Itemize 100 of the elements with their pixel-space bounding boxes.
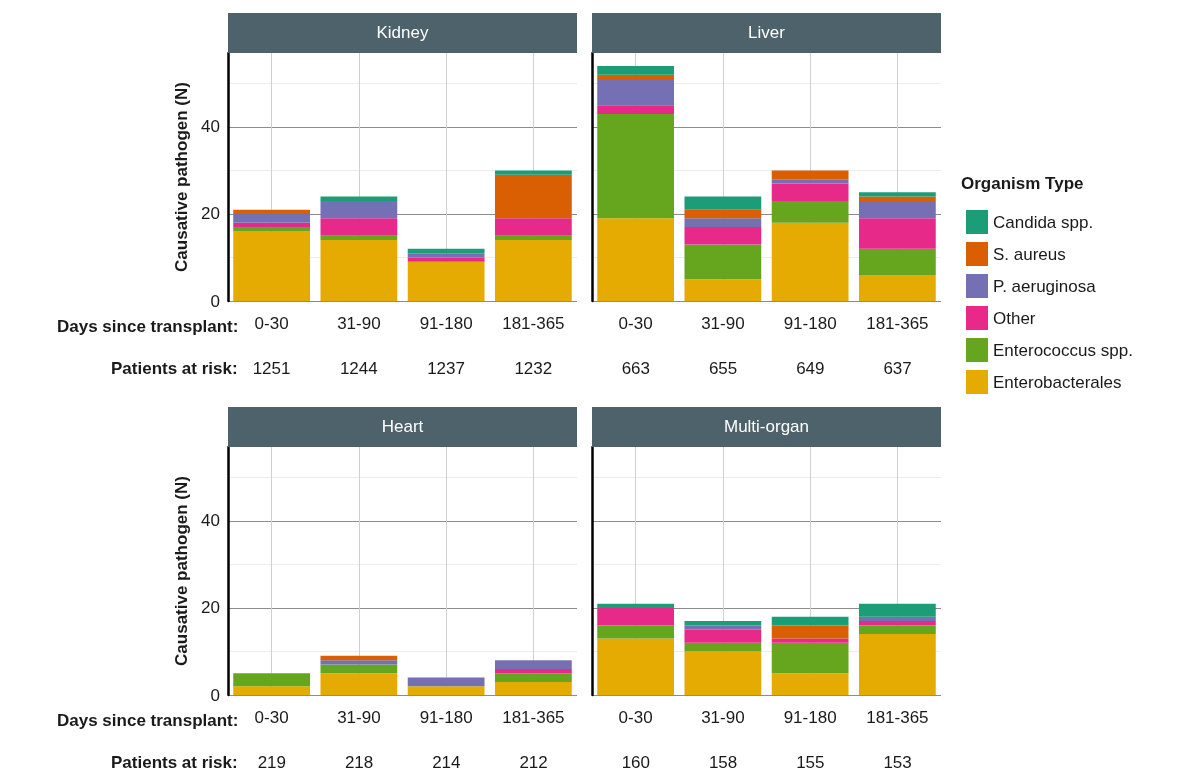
bar <box>233 673 311 687</box>
text: 637 <box>883 359 912 379</box>
y-tick-label: 0 <box>210 685 220 705</box>
x-tick-label: 91-180 <box>783 314 837 333</box>
bar <box>597 638 675 695</box>
text: 160 <box>621 753 650 773</box>
bar <box>858 196 936 201</box>
bar <box>597 105 675 114</box>
x-axis-title: Days since transplant: <box>57 317 239 337</box>
y-tick-label: 40 <box>201 117 220 137</box>
bar <box>597 66 675 75</box>
text: 158 <box>708 753 738 773</box>
legend-title: Organism Type <box>961 174 1084 194</box>
bar <box>320 673 398 695</box>
bar <box>858 616 936 622</box>
bar <box>597 603 675 608</box>
bar <box>494 170 572 175</box>
text: 212 <box>519 753 548 773</box>
bar <box>684 625 762 630</box>
bar <box>858 248 936 275</box>
bar <box>858 192 936 197</box>
text: 155 <box>796 753 825 773</box>
x-tick-label: 31-90 <box>701 314 745 333</box>
bar <box>771 638 849 643</box>
bar <box>320 218 398 236</box>
bar <box>320 235 398 241</box>
x-tick-label: 91-180 <box>419 708 473 727</box>
y-tick-label: 0 <box>210 291 220 311</box>
bar <box>494 218 572 236</box>
bar <box>494 235 572 241</box>
legend-label: Other <box>993 308 1036 328</box>
bar <box>858 621 936 626</box>
y-tick-label: 40 <box>201 511 220 531</box>
bar <box>494 668 572 674</box>
bar <box>684 279 762 301</box>
chart-title: Liver <box>592 13 941 53</box>
x-tick-label: 181-365 <box>502 708 565 727</box>
chart-title: Kidney <box>228 13 577 53</box>
text: Patients at risk: <box>111 359 238 379</box>
legend-label: Enterobacterales <box>993 372 1122 392</box>
text: 655 <box>708 359 738 379</box>
text: 1237 <box>427 359 465 379</box>
x-tick-label: 181-365 <box>866 314 929 333</box>
bar <box>858 218 936 249</box>
bar <box>233 209 311 214</box>
text: Patients at risk: <box>111 753 238 773</box>
x-tick-label: 91-180 <box>783 708 837 727</box>
bar <box>494 240 572 301</box>
bar <box>684 244 762 280</box>
text: 219 <box>257 753 286 773</box>
legend-label: Enterococcus spp. <box>993 340 1133 360</box>
bar <box>233 227 311 232</box>
bar <box>494 673 572 682</box>
bar <box>684 642 762 652</box>
text: 214 <box>432 753 461 773</box>
bar <box>320 655 398 661</box>
bar <box>858 200 936 219</box>
bar <box>233 686 311 695</box>
bar <box>320 660 398 665</box>
y-tick-label: 20 <box>201 598 220 618</box>
chart-title: Heart <box>228 407 577 447</box>
bar <box>407 253 485 258</box>
bar <box>407 686 485 695</box>
bar <box>684 629 762 643</box>
bar <box>684 621 762 626</box>
bar <box>771 673 849 695</box>
bar <box>597 218 675 301</box>
bar <box>771 170 849 180</box>
x-tick-label: 0-30 <box>618 708 653 727</box>
bar <box>858 625 936 635</box>
y-axis-title: Causative pathogen (N) <box>172 476 192 666</box>
bar <box>233 231 311 301</box>
text: 1232 <box>514 359 553 379</box>
x-tick-label: 91-180 <box>419 314 473 333</box>
bar <box>494 681 572 695</box>
x-tick-label: 0-30 <box>254 708 289 727</box>
bar <box>858 603 936 617</box>
bar <box>684 196 762 210</box>
bar <box>597 113 675 219</box>
x-tick-label: 181-365 <box>502 314 565 333</box>
bar <box>407 248 485 254</box>
bar <box>771 222 849 301</box>
bar <box>684 227 762 245</box>
bar <box>407 261 485 301</box>
y-axis-title: Causative pathogen (N) <box>172 82 192 272</box>
text: 1244 <box>339 359 378 379</box>
bar <box>320 664 398 674</box>
bar <box>771 642 849 674</box>
x-tick-label: 31-90 <box>701 708 745 727</box>
bar <box>597 625 675 639</box>
bar <box>407 677 485 687</box>
x-tick-label: 181-365 <box>866 708 929 727</box>
bar <box>684 651 762 695</box>
x-tick-label: 31-90 <box>337 314 381 333</box>
bar <box>494 660 572 669</box>
bar <box>858 634 936 695</box>
bar <box>771 616 849 626</box>
bar <box>320 196 398 201</box>
bar <box>771 179 849 184</box>
bar <box>597 607 675 626</box>
